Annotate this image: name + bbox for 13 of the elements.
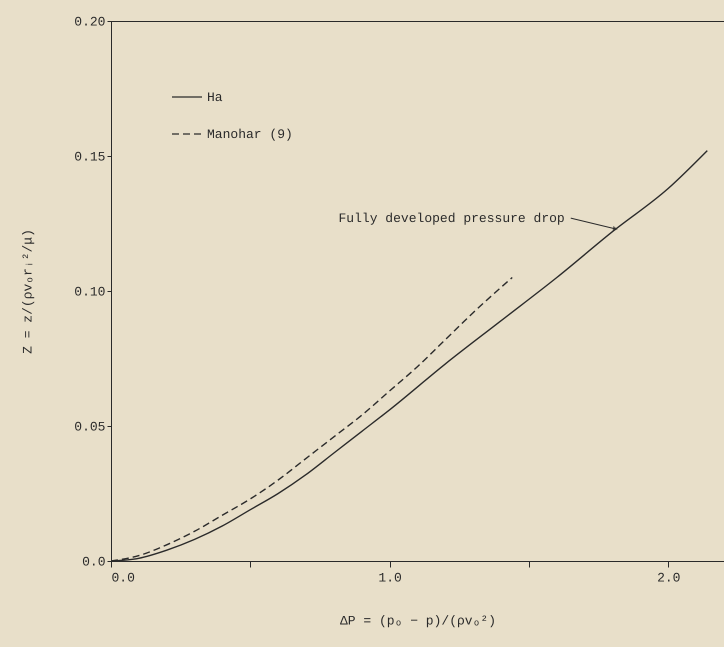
annotation: Fully developed pressure drop bbox=[338, 211, 565, 226]
x-tick-label: 1.0 bbox=[378, 570, 402, 586]
x-tick-label: 0.0 bbox=[112, 570, 135, 586]
y-axis-title: Z = z/(ρvₒrᵢ²/μ) bbox=[20, 229, 36, 354]
y-tick-label: 0.20 bbox=[74, 14, 106, 30]
y-tick-label: 0.15 bbox=[74, 150, 106, 164]
x-axis-title: ΔP = (pₒ − p)/(ρvₒ²) bbox=[340, 614, 496, 628]
y-tick-label: 0.05 bbox=[74, 420, 106, 434]
y-tick-label: 0.10 bbox=[74, 284, 106, 300]
legend-label: Manohar (9) bbox=[207, 127, 293, 142]
y-tick-label: 0.0 bbox=[82, 554, 106, 570]
x-tick-label: 2.0 bbox=[657, 570, 680, 586]
legend-label: Ha bbox=[207, 90, 223, 105]
